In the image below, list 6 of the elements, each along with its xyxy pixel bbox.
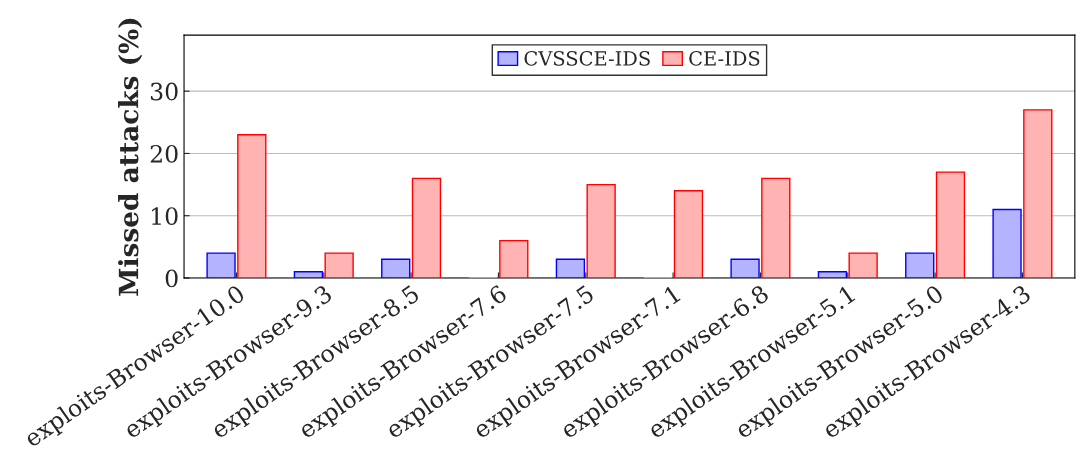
legend-label: CE-IDS bbox=[689, 51, 760, 66]
y-tick-label: 30 bbox=[150, 82, 178, 101]
legend-label: CVSSCE-IDS bbox=[524, 51, 650, 66]
y-tick-label: 10 bbox=[152, 207, 178, 226]
y-tick-label: 0 bbox=[165, 269, 178, 288]
y-tick-label: 20 bbox=[150, 144, 178, 163]
